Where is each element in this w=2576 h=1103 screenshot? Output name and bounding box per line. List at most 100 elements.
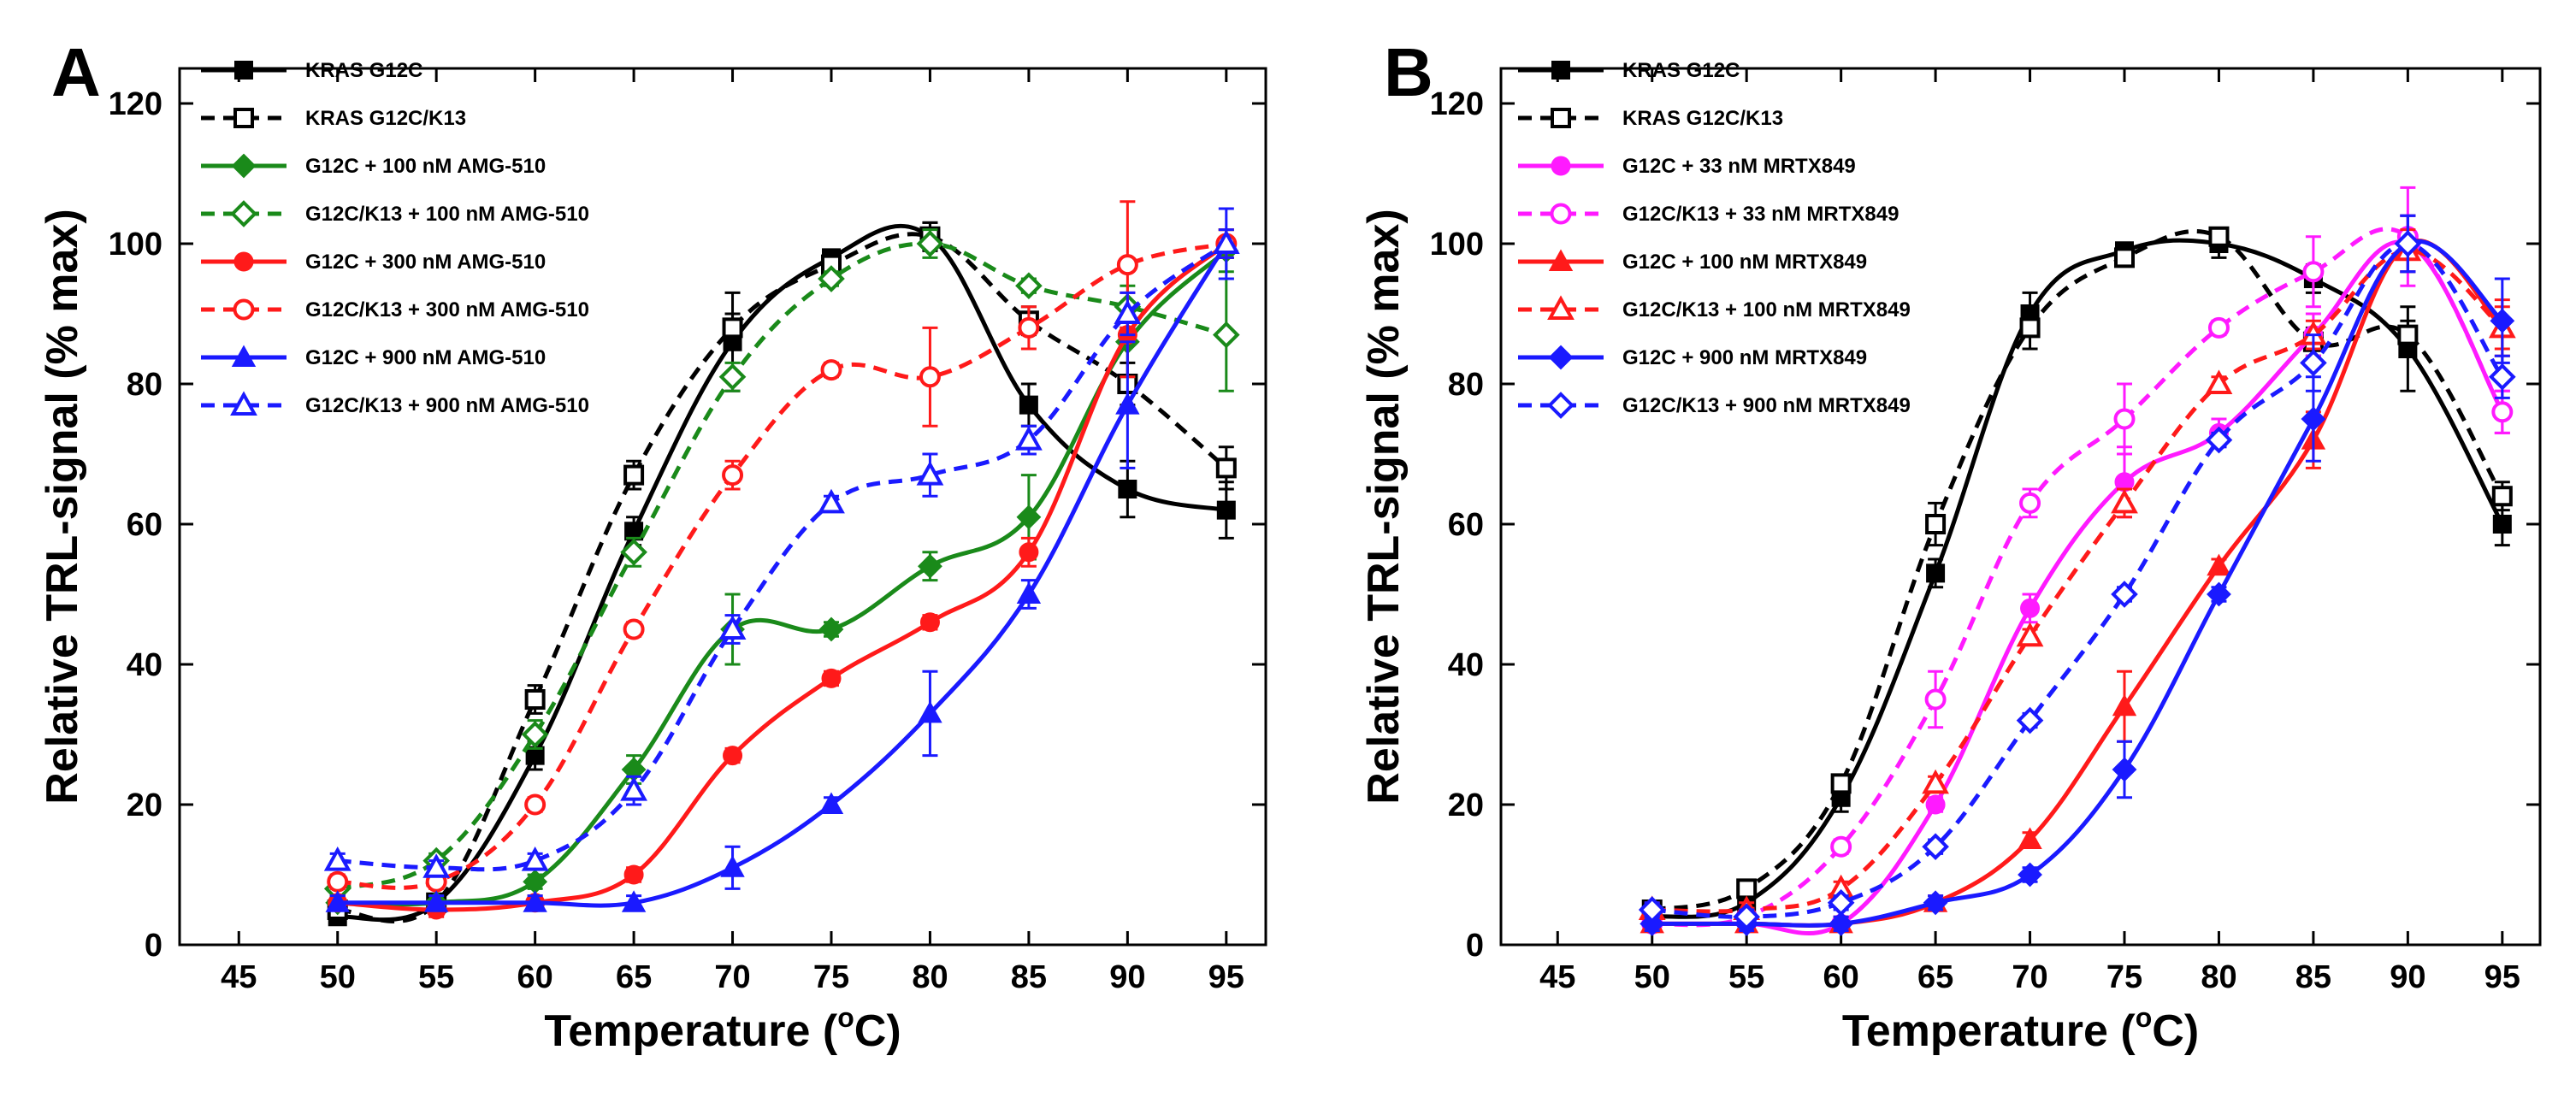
series-line xyxy=(337,249,1228,907)
x-tick-label: 80 xyxy=(2201,959,2236,995)
y-tick-label: 60 xyxy=(1448,507,1484,543)
data-point xyxy=(422,853,451,878)
legend: KRAS G12C KRAS G12C/K13 G12C + 100 nM AMG-… xyxy=(201,59,589,417)
x-tick-label: 80 xyxy=(912,959,948,995)
series-1 xyxy=(1642,228,2512,927)
x-axis-title-unit: C) xyxy=(854,1006,901,1056)
data-point xyxy=(423,890,449,912)
data-point xyxy=(2208,226,2230,247)
y-tick-label: 20 xyxy=(1448,787,1484,823)
legend-item: KRAS G12C xyxy=(1518,59,1740,82)
data-point xyxy=(2019,317,2041,339)
series-7 xyxy=(325,207,1239,912)
data-point xyxy=(620,776,647,801)
x-axis-title-main: Temperature ( xyxy=(1842,1006,2136,1056)
y-tick-label: 120 xyxy=(1430,86,1484,122)
legend-label: G12C/K13 + 100 nM MRTX849 xyxy=(1622,298,1911,321)
x-axis-title: Temperature (oC) xyxy=(1842,1002,2199,1056)
legend-marker xyxy=(1548,345,1574,370)
x-tick-label: 95 xyxy=(1208,959,1244,995)
data-point xyxy=(2018,862,2042,888)
legend-item: G12C/K13 + 33 nM MRTX849 xyxy=(1518,203,1899,226)
data-point xyxy=(722,464,744,487)
legend-label: G12C/K13 + 300 nM AMG-510 xyxy=(305,298,589,321)
series-1 xyxy=(328,221,1236,927)
plot-frame xyxy=(1499,67,2542,947)
y-axis-title: Relative TRL-signal (% max) xyxy=(38,209,87,804)
data-point xyxy=(2488,363,2516,391)
series-line xyxy=(337,241,1228,872)
data-point xyxy=(919,612,940,633)
y-tick-label: 80 xyxy=(127,367,162,403)
series-line xyxy=(1651,238,2505,919)
data-point xyxy=(1922,833,1949,861)
legend-item: G12C + 900 nM AMG-510 xyxy=(201,345,546,369)
series-line xyxy=(337,242,1228,908)
legend-label: KRAS G12C/K13 xyxy=(1622,107,1783,130)
data-point xyxy=(621,890,647,912)
legend-item: G12C/K13 + 100 nM AMG-510 xyxy=(201,200,589,227)
legend-marker xyxy=(1547,295,1575,320)
data-point xyxy=(1212,321,1240,349)
data-point xyxy=(2207,581,2231,607)
x-tick-label: 45 xyxy=(1539,959,1575,995)
legend-marker xyxy=(1551,156,1571,176)
x-tick-label: 55 xyxy=(418,959,454,995)
x-tick-label: 50 xyxy=(320,959,356,995)
legend-item: KRAS G12C/K13 xyxy=(1518,107,1783,130)
data-point xyxy=(2301,406,2326,432)
legend-item: KRAS G12C/K13 xyxy=(201,107,466,130)
x-axis-title-degree: o xyxy=(2136,1002,2153,1033)
data-point xyxy=(821,668,842,688)
legend-label: G12C + 33 nM MRTX849 xyxy=(1622,155,1856,178)
data-point xyxy=(2207,553,2231,576)
data-point xyxy=(623,464,645,486)
data-point xyxy=(2491,486,2513,507)
series-5 xyxy=(328,228,1237,920)
data-point xyxy=(521,846,549,871)
y-axis-title: Relative TRL-signal (% max) xyxy=(1359,209,1409,804)
legend-item: G12C + 100 nM MRTX849 xyxy=(1518,249,1867,274)
x-tick-label: 75 xyxy=(2106,959,2142,995)
data-point xyxy=(327,870,349,893)
series-6 xyxy=(1638,228,2516,920)
data-point xyxy=(818,265,845,292)
x-tick-label: 70 xyxy=(714,959,750,995)
legend-item: G12C + 100 nM AMG-510 xyxy=(201,153,546,179)
legend-marker xyxy=(1548,249,1574,271)
series-3 xyxy=(325,228,1239,916)
series-2 xyxy=(327,221,1237,923)
legend-item: G12C + 300 nM AMG-510 xyxy=(201,251,546,274)
panel-a: A 45 50 55 60 65 70 75 80 85 90 95 0 20 40 60 80 100 120 Re… xyxy=(38,34,1267,1056)
x-axis-title-degree: o xyxy=(837,1002,854,1033)
x-tick-label: 60 xyxy=(517,959,552,995)
data-point xyxy=(2207,316,2230,339)
data-point xyxy=(2394,230,2422,257)
legend-item: G12C/K13 + 900 nM MRTX849 xyxy=(1518,392,1911,419)
series-6 xyxy=(327,200,1238,893)
data-point xyxy=(1733,903,1761,931)
data-point xyxy=(1638,896,1666,923)
data-point xyxy=(2112,757,2137,782)
legend-label: G12C/K13 + 900 nM MRTX849 xyxy=(1622,394,1911,417)
panel-b: B 45 50 55 60 65 70 75 80 85 90 95 0 20 40 60 80 100 120 Re… xyxy=(1359,34,2542,1056)
legend-label: G12C + 900 nM MRTX849 xyxy=(1622,346,1867,369)
data-point xyxy=(1018,316,1040,339)
data-point xyxy=(818,792,844,814)
y-tick-label: 60 xyxy=(127,507,162,543)
data-point xyxy=(2016,706,2044,734)
legend-item: G12C/K13 + 100 nM MRTX849 xyxy=(1518,295,1911,321)
x-tick-label: 60 xyxy=(1823,959,1858,995)
series-4 xyxy=(1641,186,2514,935)
x-tick-label: 85 xyxy=(2295,959,2331,995)
legend-label: G12C/K13 + 100 nM AMG-510 xyxy=(305,203,589,226)
data-point xyxy=(2019,492,2041,514)
plot-frame xyxy=(178,67,1267,947)
y-tick-label: 0 xyxy=(145,928,162,964)
x-tick-label: 65 xyxy=(1917,959,1953,995)
data-point xyxy=(718,615,747,640)
data-point xyxy=(818,488,845,514)
data-point xyxy=(1016,504,1042,530)
series-line xyxy=(1651,239,2504,928)
